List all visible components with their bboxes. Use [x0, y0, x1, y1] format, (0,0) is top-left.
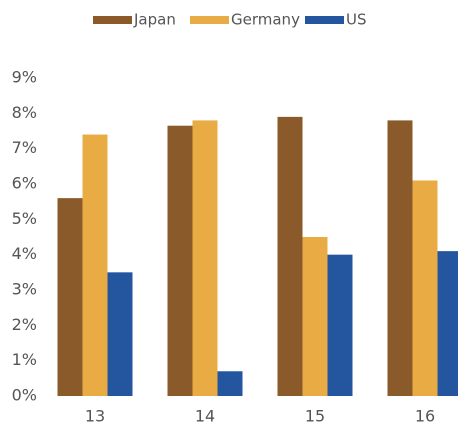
y-tick-label: 9%: [12, 68, 37, 87]
bar: [327, 254, 353, 396]
x-tick-label: 16: [415, 407, 435, 426]
bar: [387, 120, 413, 397]
x-tick-label: 14: [195, 407, 215, 426]
legend-label: Germany: [231, 11, 300, 29]
bar: [412, 180, 438, 396]
y-tick-label: 5%: [12, 209, 37, 228]
legend-label: Japan: [133, 11, 176, 29]
bar: [57, 198, 83, 396]
bar: [192, 120, 218, 397]
bar: [277, 116, 303, 396]
y-tick-label: 6%: [12, 174, 37, 193]
bar: [217, 371, 243, 396]
y-tick-label: 7%: [12, 138, 37, 157]
legend-label: US: [346, 11, 367, 29]
y-tick-label: 4%: [12, 244, 37, 263]
legend-swatch: [305, 16, 344, 24]
x-tick-label: 15: [305, 407, 325, 426]
bar: [302, 237, 328, 396]
x-tick-label: 13: [85, 407, 105, 426]
bar: [167, 125, 193, 396]
y-tick-label: 0%: [12, 386, 37, 405]
y-tick-label: 3%: [12, 280, 37, 299]
legend-swatch: [93, 16, 132, 24]
y-tick-label: 1%: [12, 350, 37, 369]
bar: [107, 272, 133, 396]
legend-swatch: [190, 16, 229, 24]
bar: [82, 134, 108, 397]
y-tick-label: 8%: [12, 103, 37, 122]
bar: [437, 251, 458, 396]
y-tick-label: 2%: [12, 315, 37, 334]
